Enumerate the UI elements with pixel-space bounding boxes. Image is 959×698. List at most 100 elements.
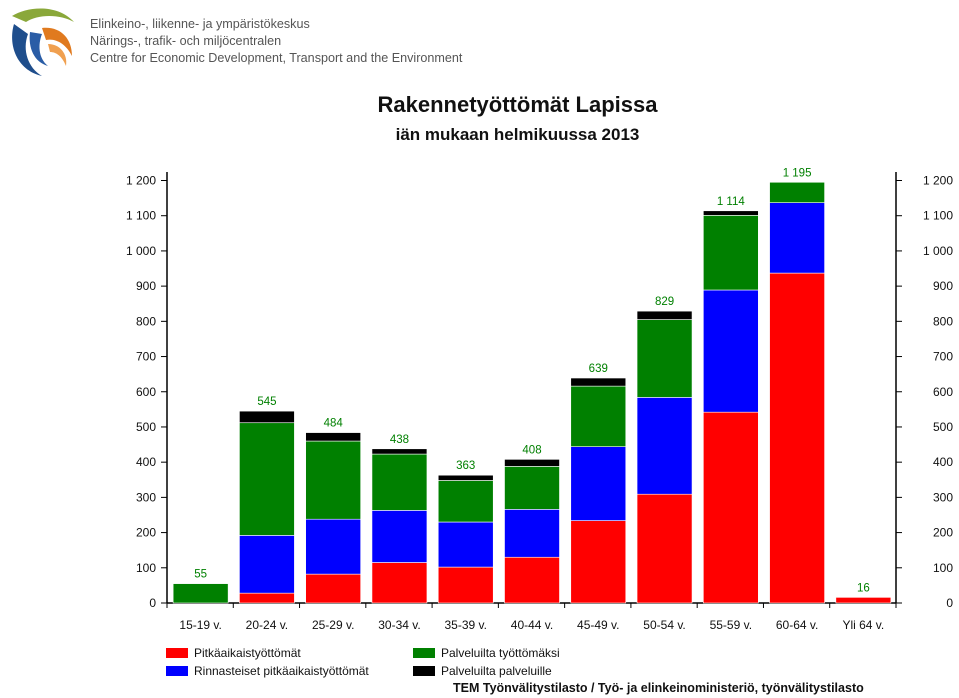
bar-segment — [172, 583, 229, 604]
x-tick-label: 50-54 v. — [643, 618, 685, 632]
logo-orange-swoosh — [42, 27, 72, 56]
bar-segment — [835, 597, 892, 604]
y-tick-label-left: 1 000 — [126, 244, 156, 258]
logo-green-swoosh — [12, 8, 74, 22]
bar-segment — [769, 272, 825, 604]
bar-segment — [636, 310, 693, 320]
bar-segment — [570, 446, 627, 521]
y-tick-label-left: 800 — [136, 314, 156, 328]
bar-segment — [371, 562, 428, 604]
y-tick-label-left: 200 — [136, 526, 156, 540]
data-label-total: 639 — [589, 363, 608, 375]
bar-segment — [437, 521, 494, 568]
data-label-total: 1 195 — [783, 167, 812, 179]
bar-segment — [305, 440, 361, 520]
bar-segment — [570, 385, 627, 447]
org-line-sv: Närings-, trafik- och miljöcentralen — [90, 34, 282, 48]
x-tick-label: 45-49 v. — [577, 618, 619, 632]
legend-swatch — [166, 666, 188, 676]
data-label-total: 363 — [456, 460, 475, 472]
legend-swatch — [413, 666, 435, 676]
data-label-total: 408 — [522, 444, 541, 456]
y-tick-label-right: 200 — [933, 526, 953, 540]
bar-segment — [570, 377, 627, 387]
bar-segment — [437, 480, 494, 523]
data-label-total: 438 — [390, 434, 409, 446]
data-label-total: 829 — [655, 296, 674, 308]
y-tick-label-right: 300 — [933, 490, 953, 504]
data-label-total: 1 114 — [717, 196, 746, 208]
data-label-total: 484 — [324, 418, 344, 430]
y-tick-label-left: 300 — [136, 490, 156, 504]
chart-subtitle: iän mukaan helmikuussa 2013 — [395, 125, 640, 144]
bar-segment — [239, 592, 295, 604]
bar-segment — [239, 535, 295, 594]
y-tick-label-left: 0 — [149, 596, 156, 610]
bar-segment — [305, 573, 361, 604]
x-tick-label: Yli 64 v. — [842, 618, 884, 632]
bar-segment — [239, 410, 295, 424]
bar-segment — [636, 493, 693, 604]
bar-segment — [769, 202, 825, 274]
x-tick-label: 35-39 v. — [444, 618, 486, 632]
legend-label: Rinnasteiset pitkäaikaistyöttömät — [194, 664, 369, 678]
bar-segment — [305, 518, 361, 575]
legend-label: Palveluilta palveluille — [441, 664, 552, 678]
bar-segment — [239, 422, 295, 536]
logo-blue-core — [29, 32, 48, 66]
legend-swatch — [413, 648, 435, 658]
y-tick-label-left: 500 — [136, 420, 156, 434]
y-tick-label-right: 700 — [933, 350, 953, 364]
bar-segment — [504, 459, 560, 467]
y-tick-label-left: 1 200 — [126, 174, 156, 188]
chart-title: Rakennetyöttömät Lapissa — [377, 92, 658, 117]
y-tick-label-left: 600 — [136, 385, 156, 399]
y-tick-label-right: 800 — [933, 314, 953, 328]
bar-segment — [437, 566, 494, 604]
y-tick-label-left: 900 — [136, 279, 156, 293]
y-tick-label-right: 600 — [933, 385, 953, 399]
x-tick-label: 55-59 v. — [710, 618, 752, 632]
bar-segment — [371, 448, 428, 455]
org-line-en: Centre for Economic Development, Transpo… — [90, 51, 463, 65]
y-tick-label-right: 900 — [933, 279, 953, 293]
data-label-total: 545 — [257, 396, 276, 408]
bar-segment — [504, 556, 560, 604]
bar-segment — [371, 510, 428, 563]
data-label-total: 16 — [857, 582, 870, 594]
y-tick-label-left: 1 100 — [126, 209, 156, 223]
x-tick-label: 30-34 v. — [378, 618, 420, 632]
bar-segment — [703, 215, 759, 291]
organization-name: Elinkeino-, liikenne- ja ympäristökeskus… — [90, 16, 462, 67]
y-tick-label-right: 400 — [933, 455, 953, 469]
y-tick-label-right: 1 100 — [923, 209, 953, 223]
x-tick-label: 15-19 v. — [179, 618, 221, 632]
y-tick-label-left: 400 — [136, 455, 156, 469]
bar-segment — [636, 397, 693, 495]
y-tick-label-left: 100 — [136, 561, 156, 575]
bar-segment — [570, 520, 627, 604]
bar-segment — [504, 509, 560, 558]
data-label-total: 55 — [194, 569, 207, 581]
y-tick-label-left: 700 — [136, 350, 156, 364]
bar-segment — [504, 466, 560, 510]
bar-segment — [703, 210, 759, 216]
org-line-fi: Elinkeino-, liikenne- ja ympäristökeskus — [90, 17, 310, 31]
bar-segment — [305, 432, 361, 442]
ely-centre-logo — [12, 8, 74, 76]
legend-swatch — [166, 648, 188, 658]
x-tick-label: 40-44 v. — [511, 618, 553, 632]
legend-label: Pitkäaikaistyöttömät — [194, 646, 301, 660]
logo-blue-swoosh — [12, 24, 42, 76]
bar-segment — [437, 474, 494, 481]
x-tick-label: 60-64 v. — [776, 618, 818, 632]
y-tick-label-right: 0 — [946, 596, 953, 610]
y-tick-label-right: 100 — [933, 561, 953, 575]
y-tick-label-right: 500 — [933, 420, 953, 434]
bar-segment — [636, 319, 693, 398]
bar-segment — [703, 289, 759, 413]
legend-label: Palveluilta työttömäksi — [441, 646, 560, 660]
source-note: TEM Työnvälitystilasto / Työ- ja elinkei… — [453, 681, 864, 695]
x-tick-label: 25-29 v. — [312, 618, 354, 632]
